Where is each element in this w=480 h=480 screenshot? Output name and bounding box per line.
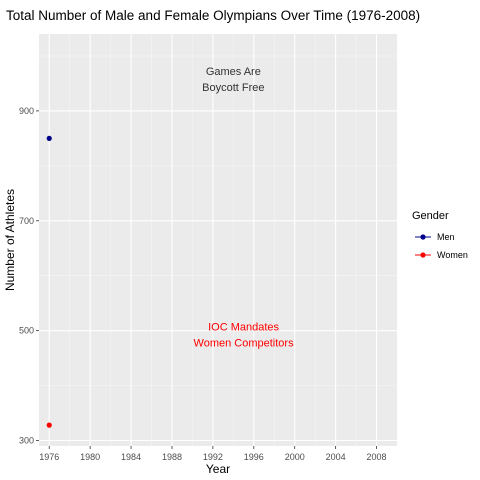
annotation-line: Boycott Free (202, 82, 264, 94)
x-tick-label: 1988 (162, 452, 182, 462)
legend-item-label: Women (437, 250, 468, 260)
y-tick-label: 300 (19, 436, 34, 446)
annotation-line: IOC Mandates (208, 322, 279, 334)
annotation-line: Women Competitors (194, 338, 295, 350)
x-tick-label: 1996 (244, 452, 264, 462)
annotation-label: IOC Mandates Women Competitors (194, 322, 295, 350)
chart-title: Total Number of Male and Female Olympian… (6, 8, 420, 23)
legend: Gender Men Women (412, 210, 468, 260)
y-tick-label: 700 (19, 216, 34, 226)
x-tick-label: 2004 (326, 452, 346, 462)
legend-key-point (420, 252, 426, 258)
plot-panel (39, 34, 397, 446)
major-gridlines (39, 34, 397, 446)
y-tick-label: 900 (19, 106, 34, 116)
x-tick-label: 1980 (80, 452, 100, 462)
y-axis-label: Number of Athletes (3, 189, 17, 291)
minor-gridlines (39, 34, 397, 446)
annotation-line: Games Are (206, 66, 261, 78)
x-tick-label: 2008 (367, 452, 387, 462)
data-points (46, 135, 52, 428)
data-point-men (46, 135, 52, 141)
legend-item-label: Men (437, 232, 455, 242)
legend-title: Gender (412, 210, 449, 222)
annotations: Games Are Boycott Free IOC Mandates Women C… (194, 66, 295, 349)
x-tick-label: 1992 (203, 452, 223, 462)
x-tick-label: 1976 (39, 452, 59, 462)
data-point-women (46, 422, 52, 428)
y-tick-label: 500 (19, 326, 34, 336)
x-axis: 1976 1980 1984 1988 1992 1996 2000 2004 2008 (39, 446, 387, 462)
x-tick-label: 2000 (285, 452, 305, 462)
y-axis: 300 500 700 900 (19, 106, 39, 446)
x-tick-label: 1984 (121, 452, 141, 462)
annotation-label: Games Are Boycott Free (202, 66, 264, 94)
legend-key-point (420, 234, 426, 240)
x-axis-label: Year (206, 462, 230, 476)
